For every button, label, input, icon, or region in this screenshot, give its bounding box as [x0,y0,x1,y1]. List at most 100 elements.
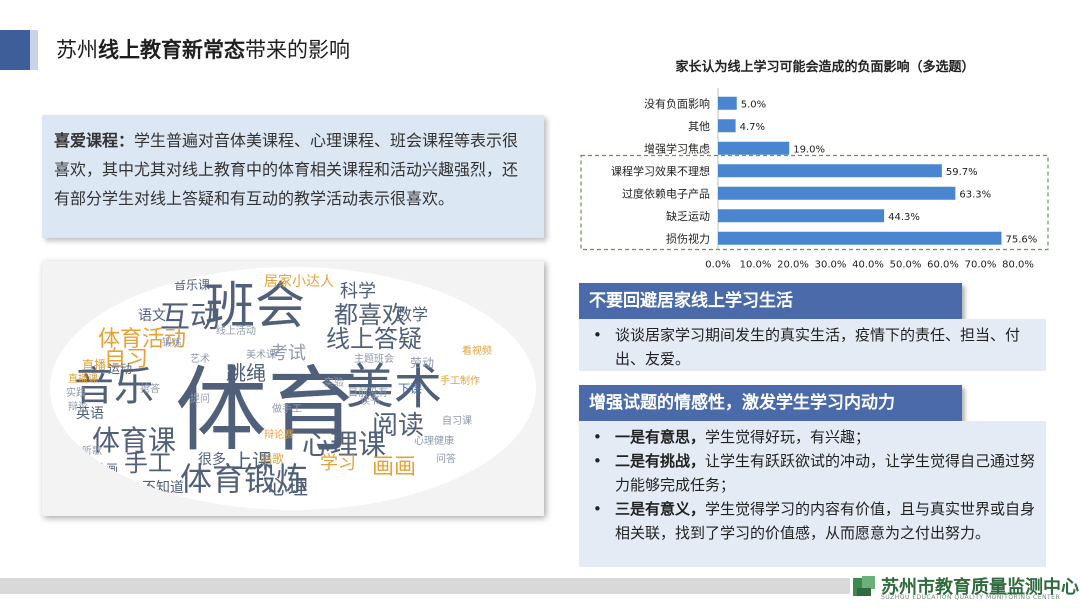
logo-icon [853,576,875,596]
word-cloud-word: 跳绳 [226,361,266,385]
x-tick-label: 20.0% [777,260,809,271]
section2-bullet-3: 三是有意义，学生觉得学习的内容有价值，且与真实世界或自身相关联，找到了学习的价值… [593,497,1036,545]
bar [718,231,1002,245]
title-prefix: 苏州 [56,38,98,62]
value-label: 44.3% [888,212,920,223]
word-cloud-word: 居家小达人 [264,274,334,290]
word-cloud-word: 心理健康 [414,436,454,447]
word-cloud-word: 心理 [268,475,308,499]
word-cloud-word: 体育 [175,357,360,464]
word-cloud-word: 阅读 [372,411,425,441]
word-cloud-word: 班会 [205,277,305,335]
word-cloud-word: 实践 [66,388,86,399]
x-tick-label: 0.0% [705,260,730,271]
word-cloud-word: 运动 [108,362,133,376]
x-tick-label: 70.0% [965,260,997,271]
bullet3-bold: 三是有意义， [615,500,706,518]
section1-heading: 不要回避居家线上学习生活 [579,283,962,319]
title-bold: 线上教育新常态 [98,38,245,62]
x-tick-label: 40.0% [852,260,884,271]
logo-subtitle: SUZHOU EDUCATION QUALITY MONITORING CENT… [881,594,1061,601]
word-cloud-word: 自习课 [442,416,472,427]
favorite-text: 学生普遍对音体美课程、心理课程、班会课程等表示很喜欢，其中尤其对线上教育中的体育… [54,131,519,208]
footer-bar [0,578,850,594]
category-label: 过度依赖电子产品 [622,186,710,200]
value-label: 75.6% [1006,234,1038,245]
word-cloud-word: 直播课 [68,374,98,385]
logo-name: 苏州市教育质量监测中心 [881,577,1079,598]
word-cloud-word: 上课 [232,449,272,473]
word-cloud-word: 问答 [436,454,456,465]
value-label: 4.7% [740,122,765,133]
highlight-box [580,154,1049,251]
section1-bullet: 谈谈居家学习期间发生的真实生活，疫情下的责任、担当、付出、友爱。 [593,323,1036,371]
bullet2-text: 让学生有跃跃欲试的冲动，让学生觉得自己通过努力能够完成任务； [615,452,1036,494]
word-cloud-word: 提问 [190,394,210,405]
title-suffix: 带来的影响 [245,38,350,62]
word-cloud-word: 数学 [396,305,429,324]
x-tick-label: 50.0% [890,260,922,271]
word-cloud-word: 劳动 [410,356,435,370]
x-tick-label: 10.0% [740,260,772,271]
word-cloud-word: 下课 [398,382,423,396]
word-cloud-word: 很多 [198,452,226,468]
logo: 苏州市教育质量监测中心 SUZHOU EDUCATION QUALITY MON… [851,572,1079,602]
value-label: 63.3% [959,189,991,200]
word-cloud-word: 音乐 [74,364,154,410]
word-cloud: 体育 班会 美术 音乐 体育锻炼 心理课 体育课 互动 线上答疑 阅读 手工 体育活动 自习 画画 都喜欢心… [50,267,536,510]
bar [718,186,956,200]
word-cloud-word: 都喜欢 [334,301,406,329]
x-tick-label: 60.0% [927,260,959,271]
value-label: 59.7% [946,167,978,178]
word-cloud-word: 听歌 [82,446,102,457]
word-cloud-word: 艺术 [190,354,210,365]
word-cloud-word: 手工 [124,449,172,477]
section2-bullet-2: 二是有挑战，让学生有跃跃欲试的冲动，让学生觉得自己通过努力能够完成任务； [593,449,1036,497]
word-cloud-word: 画画 [372,455,417,480]
bar [718,209,885,223]
bar [718,119,736,133]
word-cloud-word: 美术课 [246,350,276,361]
word-cloud-word: 锻炼 [162,338,182,349]
word-cloud-word: 科学 [340,281,376,302]
word-cloud-word: 自习 [104,347,149,372]
word-cloud-word: 英语 [76,406,104,422]
word-cloud-word: 辩论 [68,402,88,413]
word-cloud-word: 劳技 [102,480,122,491]
chart-title: 家长认为线上学习可能会造成的负面影响（多选题） [675,60,975,75]
word-cloud-frame: 体育 班会 美术 音乐 体育锻炼 心理课 体育课 互动 线上答疑 阅读 手工 体育活动 自习 画画 都喜欢心… [42,261,544,516]
bar [718,141,790,155]
category-label: 没有负面影响 [644,96,710,110]
word-cloud-word: 体育课 [92,424,177,457]
word-cloud-word: 看视频 [462,346,492,357]
word-cloud-word: 唱歌 [260,452,285,466]
word-cloud-word: 线上活动 [216,326,256,337]
word-cloud-word: 线上答疑 [326,325,422,353]
word-cloud-word: 体育活动 [98,327,187,352]
section1-box: 谈谈居家学习期间发生的真实生活，疫情下的责任、担当、付出、友爱。 [579,319,1046,371]
word-cloud-word: 主题班会 [354,354,394,365]
word-cloud-word: 学习 [320,453,356,474]
bullet2-bold: 二是有挑战， [615,452,706,470]
value-label: 5.0% [741,99,766,110]
word-cloud-word: 体育锻炼 [180,460,309,498]
bullet1-text: 学生觉得好玩，有兴趣； [705,428,871,446]
section2-bullet-1: 一是有意思，学生觉得好玩，有兴趣； [593,425,1036,449]
title-accent-bar [0,30,30,70]
word-cloud-word: 直播 [82,358,107,372]
word-cloud-word: 心理课 [302,428,387,461]
bullet3-text: 学生觉得学习的内容有价值，且与真实世界或自身相关联，找到了学习的价值感，从而愿意… [615,500,1036,542]
bar-chart: 没有负面影响 5.0% 其他 4.7% 增强学习焦虑 19.0% 课程学习效果不理想 59.7… [580,88,1049,271]
page-title: 苏州线上教育新常态带来的影响 [56,34,350,64]
category-label: 课程学习效果不理想 [611,164,710,178]
word-cloud-word: 绘画 [94,462,119,476]
word-cloud-word: 做手工 [272,404,302,415]
value-label: 19.0% [793,144,825,155]
word-cloud-word: 美术 [346,359,443,415]
word-cloud-word: 实验 [324,378,344,389]
word-cloud-word: 音乐课 [174,278,211,292]
x-tick-label: 80.0% [1002,260,1034,271]
word-cloud-word: 手工制作 [440,376,480,387]
x-tick-label: 30.0% [815,260,847,271]
section2-box: 一是有意思，学生觉得好玩，有兴趣； 二是有挑战，让学生有跃跃欲试的冲动，让学生觉… [579,421,1046,567]
